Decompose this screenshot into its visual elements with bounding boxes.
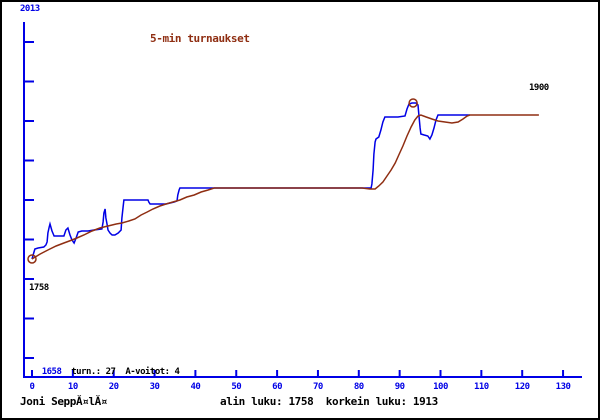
x-tick-label: 10 <box>67 382 78 392</box>
series-rating <box>31 102 470 260</box>
marker-start <box>27 254 37 264</box>
stats-line: 1658 turn.: 27 A-voitot: 4 <box>22 359 180 386</box>
player-name: Joni SeppĂ¤lĂ¤ <box>20 395 108 408</box>
min-max-summary: alin luku: 1758 korkein luku: 1913 <box>220 395 438 408</box>
x-tick-label: 100 <box>433 382 448 392</box>
y-axis-max-label: 2013 <box>20 4 40 14</box>
final-value-label: 1900 <box>529 83 549 93</box>
chart-title: 5-min turnaukset <box>150 32 250 45</box>
series-average <box>31 114 539 260</box>
tournament-stats: turn.: 27 A-voitot: 4 <box>61 367 180 377</box>
x-tick-label: 130 <box>555 382 571 392</box>
x-tick-label: 120 <box>514 382 530 392</box>
x-tick-label: 0 <box>29 382 35 392</box>
x-tick-label: 70 <box>313 382 323 392</box>
start-value-label: 1758 <box>29 283 49 293</box>
marker-peak <box>408 98 418 108</box>
x-tick-label: 80 <box>353 382 364 392</box>
x-tick-label: 50 <box>231 382 242 392</box>
x-tick-label: 90 <box>394 382 405 392</box>
x-tick-label: 30 <box>149 382 160 392</box>
y-axis-min-label: 1658 <box>41 367 62 377</box>
x-tick-label: 20 <box>108 382 119 392</box>
x-tick-label: 60 <box>272 382 283 392</box>
x-tick-label: 110 <box>473 382 489 392</box>
x-tick-label: 40 <box>190 382 201 392</box>
